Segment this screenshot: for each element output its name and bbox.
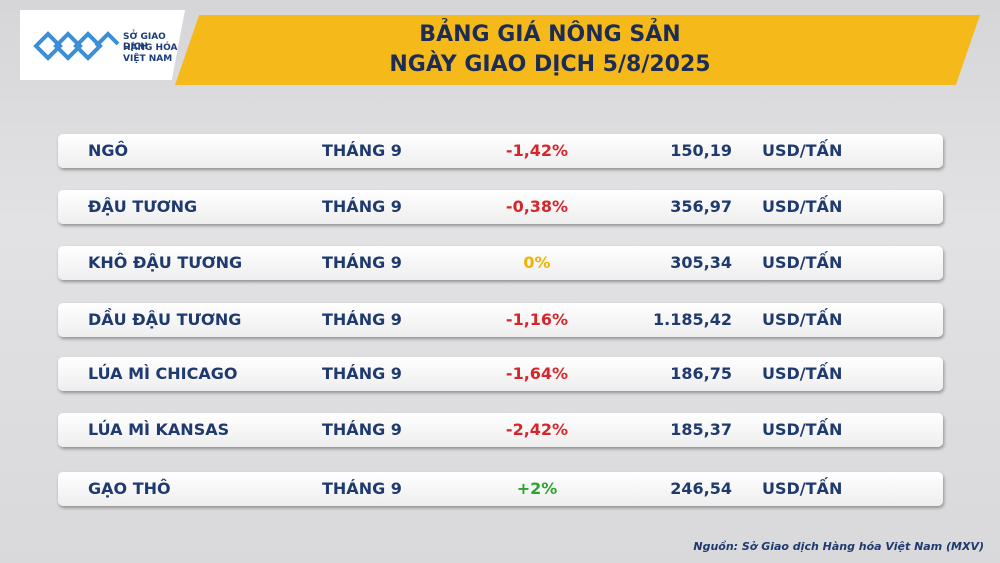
change: -1,42% [505,141,569,160]
unit: USD/TẤN [762,197,843,216]
price: 356,97 [670,197,732,216]
table-row: GẠO THÔ THÁNG 9 +2% 246,54 USD/TẤN [58,472,943,506]
contract-month: THÁNG 9 [322,253,402,272]
title-banner [175,15,980,85]
title-line: NGÀY GIAO DỊCH 5/8/2025 [389,52,711,77]
change: -2,42% [505,420,569,439]
contract-month: THÁNG 9 [322,197,402,216]
commodity: LÚA MÌ CHICAGO [88,364,238,383]
unit: USD/TẤN [762,253,843,272]
contract-month: THÁNG 9 [322,364,402,383]
unit: USD/TẤN [762,310,843,329]
change: 0% [523,253,551,272]
contract-month: THÁNG 9 [322,141,402,160]
commodity: DẦU ĐẬU TƯƠNG [88,310,242,329]
table-row: LÚA MÌ KANSAS THÁNG 9 -2,42% 185,37 USD/TẤN [58,413,943,447]
price: 150,19 [670,141,732,160]
change: -0,38% [505,197,569,216]
table-row: KHÔ ĐẬU TƯƠNG THÁNG 9 0% 305,34 USD/TẤN [58,246,943,280]
price: 305,34 [670,253,732,272]
table-row: LÚA MÌ CHICAGO THÁNG 9 -1,64% 186,75 USD/TẤN [58,357,943,391]
logo-text: SỞ GIAO DỊCH [123,32,166,52]
logo-text: VIỆT NAM [123,54,173,64]
change: -1,64% [505,364,569,383]
table-row: NGÔ THÁNG 9 -1,42% 150,19 USD/TẤN [58,134,943,168]
unit: USD/TẤN [762,420,843,439]
unit: USD/TẤN [762,141,843,160]
price: 1.185,42 [653,310,732,329]
change: -1,16% [505,310,569,329]
commodity: LÚA MÌ KANSAS [88,420,230,439]
unit: USD/TẤN [762,479,843,498]
price: 186,75 [670,364,732,383]
table-row: ĐẬU TƯƠNG THÁNG 9 -0,38% 356,97 USD/TẤN [58,190,943,224]
logo-mark [33,31,120,61]
unit: USD/TẤN [762,364,843,383]
logo: SỞ GIAO DỊCH HÀNG HÓA VIỆT NAM [20,10,185,80]
title-line: BẢNG GIÁ NÔNG SẢN [419,22,681,47]
logo-text: HÀNG HÓA [123,43,178,53]
commodity: GẠO THÔ [88,479,171,498]
commodity: KHÔ ĐẬU TƯƠNG [88,253,243,272]
price: 185,37 [670,420,732,439]
table-row: DẦU ĐẬU TƯƠNG THÁNG 9 -1,16% 1.185,42 USD/TẤ… [58,303,943,337]
commodity: NGÔ [88,141,129,160]
contract-month: THÁNG 9 [322,310,402,329]
source-note: Nguồn: Sở Giao dịch Hàng hóa Việt Nam (M… [693,540,984,553]
price: 246,54 [670,479,732,498]
contract-month: THÁNG 9 [322,479,402,498]
contract-month: THÁNG 9 [322,420,402,439]
commodity: ĐẬU TƯƠNG [88,197,198,216]
change: +2% [516,479,558,498]
